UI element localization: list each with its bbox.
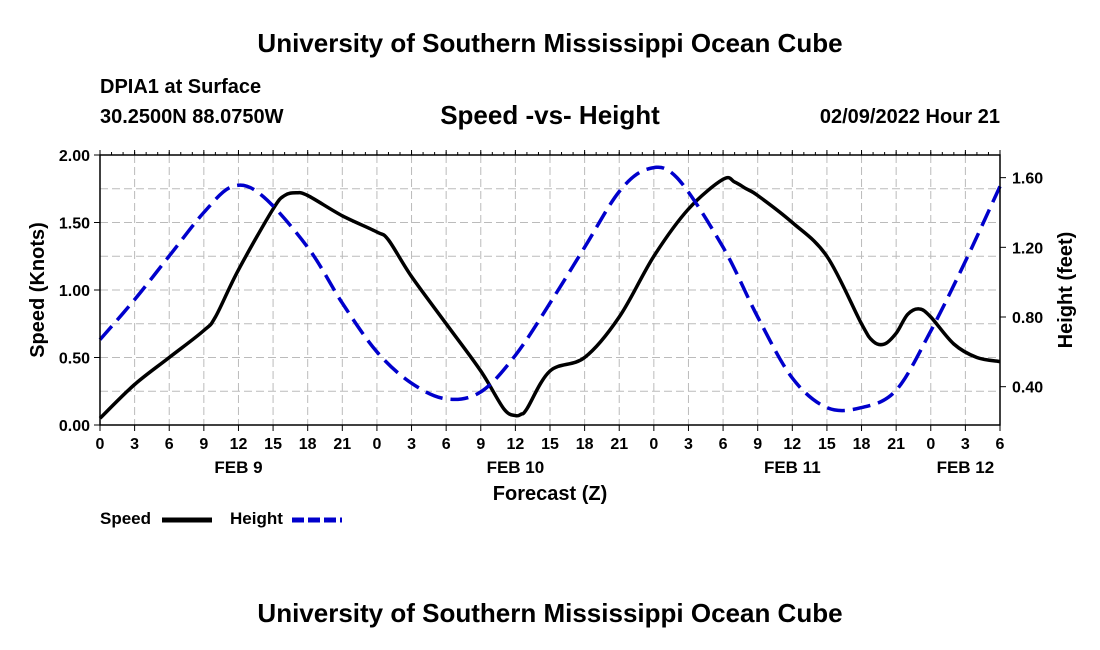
x-tick-label: 0 xyxy=(372,436,381,453)
x-tick-label: 0 xyxy=(96,436,105,453)
x-axis-label: Forecast (Z) xyxy=(493,483,607,505)
x-tick-label: 12 xyxy=(506,436,524,453)
x-tick-label: 18 xyxy=(299,436,317,453)
x-tick-label: 6 xyxy=(165,436,174,453)
x-tick-label: 0 xyxy=(649,436,658,453)
x-tick-label: 9 xyxy=(476,436,485,453)
x-tick-label: 12 xyxy=(230,436,248,453)
x-tick-label: 9 xyxy=(753,436,762,453)
x-tick-label: 9 xyxy=(199,436,208,453)
x-tick-label: 6 xyxy=(719,436,728,453)
date-label: FEB 9 xyxy=(214,458,262,477)
x-tick-label: 3 xyxy=(407,436,416,453)
y-right-tick-label: 1.60 xyxy=(1012,171,1043,188)
axes: 0 3 6 9 12 15 18 21 0 3 6 9 12 15 18 21 0 3 6 9 12 15 18 21 0 3 6F… xyxy=(59,148,1043,477)
series-lines xyxy=(98,165,1002,420)
legend-height-label: Height xyxy=(230,509,283,528)
x-tick-label: 21 xyxy=(333,436,351,453)
x-tick-label: 15 xyxy=(541,436,559,453)
x-tick-label: 21 xyxy=(610,436,628,453)
coordinates-label: 30.2500N 88.0750W xyxy=(100,106,284,128)
y-left-tick-label: 2.00 xyxy=(59,148,90,165)
x-tick-label: 21 xyxy=(887,436,905,453)
x-tick-label: 18 xyxy=(576,436,594,453)
grid-lines xyxy=(100,155,1000,425)
y-left-tick-label: 0.50 xyxy=(59,351,90,368)
date-label: FEB 11 xyxy=(764,458,821,477)
y-right-tick-label: 1.20 xyxy=(1012,240,1043,257)
chart-subtitle: Speed -vs- Height xyxy=(440,100,660,130)
footer-title: University of Southern Mississippi Ocean… xyxy=(257,598,843,628)
y-right-tick-label: 0.40 xyxy=(1012,380,1043,397)
legend-speed-label: Speed xyxy=(100,509,152,528)
x-tick-label: 12 xyxy=(783,436,801,453)
x-tick-label: 6 xyxy=(442,436,451,453)
station-label: DPIA1 at Surface xyxy=(100,76,262,98)
y-axis-right-label: Height (feet) xyxy=(1055,232,1077,349)
x-tick-label: 15 xyxy=(264,436,282,453)
date-label: FEB 10 xyxy=(487,458,545,477)
y-left-tick-label: 0.00 xyxy=(59,418,90,435)
x-tick-label: 0 xyxy=(926,436,935,453)
y-left-tick-label: 1.00 xyxy=(59,283,90,300)
date-label: FEB 12 xyxy=(937,458,995,477)
page-title: University of Southern Mississippi Ocean… xyxy=(257,28,843,58)
x-tick-label: 15 xyxy=(818,436,836,453)
forecast-datetime: 02/09/2022 Hour 21 xyxy=(819,106,1000,128)
series-line-speed xyxy=(98,175,1001,420)
y-axis-left-label: Speed (Knots) xyxy=(27,222,49,358)
x-tick-label: 18 xyxy=(853,436,871,453)
y-right-tick-label: 0.80 xyxy=(1012,310,1043,327)
y-left-tick-label: 1.50 xyxy=(59,216,90,233)
series-line-height xyxy=(98,165,1002,413)
x-tick-label: 3 xyxy=(961,436,970,453)
x-tick-label: 3 xyxy=(684,436,693,453)
x-tick-label: 3 xyxy=(130,436,139,453)
x-tick-label: 6 xyxy=(996,436,1005,453)
